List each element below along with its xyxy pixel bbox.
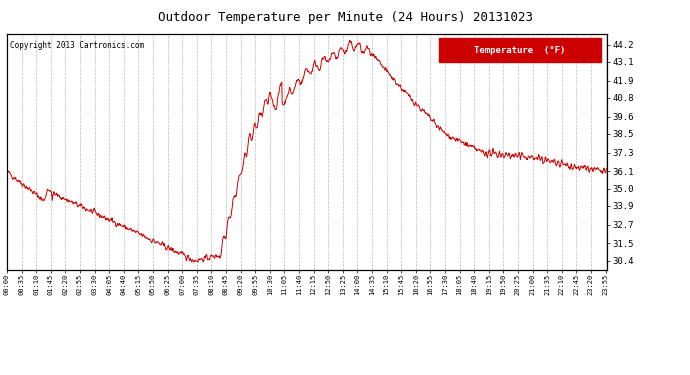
Text: Copyright 2013 Cartronics.com: Copyright 2013 Cartronics.com — [10, 41, 144, 50]
FancyBboxPatch shape — [439, 39, 601, 62]
Text: Outdoor Temperature per Minute (24 Hours) 20131023: Outdoor Temperature per Minute (24 Hours… — [157, 11, 533, 24]
Text: Temperature  (°F): Temperature (°F) — [475, 46, 566, 55]
